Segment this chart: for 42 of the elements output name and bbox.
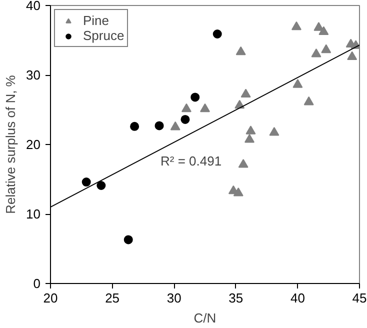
point (318, 26, 329, 36)
point (244, 134, 254, 143)
point (233, 187, 244, 196)
point (154, 121, 164, 130)
point (236, 46, 246, 56)
point (170, 121, 180, 130)
point (246, 126, 256, 134)
point (180, 114, 190, 124)
y-tick-label: 0 (33, 276, 41, 291)
x-tick-label: 45 (352, 290, 367, 306)
point (269, 126, 280, 136)
point (124, 235, 133, 244)
point (304, 96, 314, 106)
x-axis-title: C/N (194, 310, 216, 326)
x-tick-label: 30 (166, 290, 182, 306)
x-tick-label: 40 (290, 290, 305, 306)
x-tick-label: 35 (228, 290, 244, 306)
point (82, 178, 91, 187)
y-tick-label: 10 (26, 206, 41, 222)
point (96, 181, 106, 190)
legend-label: Pine (83, 13, 110, 28)
point (314, 22, 324, 31)
point (190, 92, 200, 102)
legend-label: Spruce (83, 28, 124, 43)
point (292, 79, 303, 88)
y-tick-label: 40 (26, 0, 41, 13)
point (238, 158, 248, 168)
y-tick-label: 30 (26, 68, 41, 82)
annotation: R² = 0.491 (160, 154, 222, 168)
y-axis-title: Relative surplus of N, % (3, 74, 18, 214)
point (321, 44, 332, 54)
point (130, 122, 140, 131)
x-tick-label: 20 (43, 290, 58, 306)
point (347, 51, 358, 60)
point (181, 103, 192, 112)
point (291, 21, 302, 30)
point (311, 48, 322, 58)
point (212, 30, 222, 38)
point (200, 103, 210, 112)
point (240, 88, 251, 98)
x-tick-label: 25 (105, 290, 120, 306)
y-tick-label: 20 (26, 137, 41, 152)
